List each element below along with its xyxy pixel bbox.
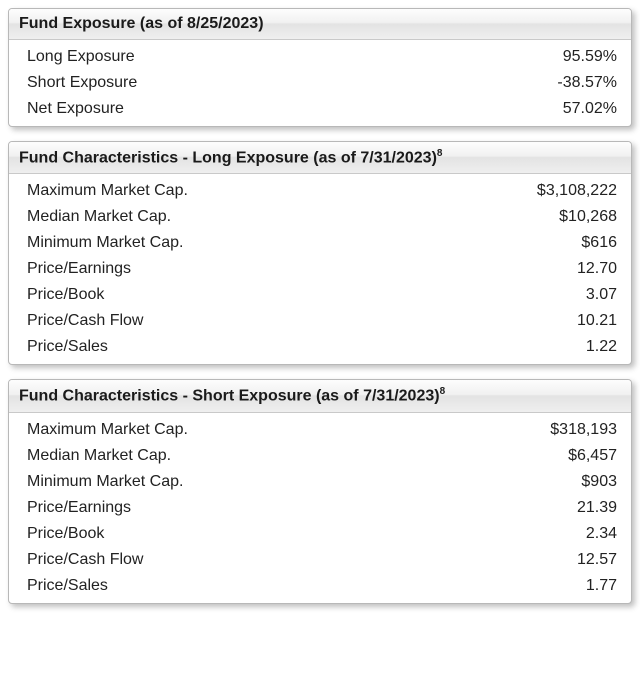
row-value: -38.57% (557, 74, 617, 92)
table-row: Maximum Market Cap.$3,108,222 (9, 178, 631, 204)
row-value: $318,193 (550, 421, 617, 439)
row-value: 1.22 (586, 338, 617, 356)
row-value: 21.39 (577, 499, 617, 517)
row-label: Price/Book (27, 286, 586, 304)
row-label: Short Exposure (27, 74, 557, 92)
row-label: Median Market Cap. (27, 447, 568, 465)
table-row: Long Exposure95.59% (9, 44, 631, 70)
panel-title: Fund Characteristics - Long Exposure (as… (19, 149, 437, 166)
panel-footnote: 8 (440, 386, 446, 397)
table-row: Median Market Cap.$10,268 (9, 204, 631, 230)
panel-header: Fund Characteristics - Short Exposure (a… (9, 380, 631, 412)
table-row: Net Exposure57.02% (9, 96, 631, 122)
row-label: Price/Book (27, 525, 586, 543)
row-label: Price/Sales (27, 338, 586, 356)
row-label: Price/Earnings (27, 499, 577, 517)
row-label: Price/Sales (27, 577, 586, 595)
row-value: 12.70 (577, 260, 617, 278)
panel: Fund Exposure (as of 8/25/2023) Long Expo… (8, 8, 632, 127)
table-row: Price/Book2.34 (9, 521, 631, 547)
panel-footnote: 8 (437, 148, 443, 159)
row-label: Minimum Market Cap. (27, 234, 581, 252)
table-row: Price/Sales1.22 (9, 334, 631, 360)
table-row: Price/Sales1.77 (9, 573, 631, 599)
panel-title: Fund Exposure (as of 8/25/2023) (19, 15, 264, 32)
panel-body: Long Exposure95.59%Short Exposure-38.57%… (9, 40, 631, 126)
row-value: $903 (581, 473, 617, 491)
row-label: Net Exposure (27, 100, 563, 118)
row-label: Price/Cash Flow (27, 551, 577, 569)
row-value: $6,457 (568, 447, 617, 465)
row-value: 95.59% (563, 48, 617, 66)
panel-body: Maximum Market Cap.$3,108,222Median Mark… (9, 174, 631, 364)
row-value: 57.02% (563, 100, 617, 118)
row-value: 2.34 (586, 525, 617, 543)
panel-header: Fund Exposure (as of 8/25/2023) (9, 9, 631, 40)
row-value: $616 (581, 234, 617, 252)
row-label: Maximum Market Cap. (27, 182, 537, 200)
table-row: Maximum Market Cap.$318,193 (9, 417, 631, 443)
row-value: 10.21 (577, 312, 617, 330)
table-row: Minimum Market Cap.$616 (9, 230, 631, 256)
table-row: Minimum Market Cap.$903 (9, 469, 631, 495)
table-row: Price/Earnings12.70 (9, 256, 631, 282)
fund-panels-container: Fund Exposure (as of 8/25/2023) Long Expo… (8, 8, 632, 604)
row-value: $3,108,222 (537, 182, 617, 200)
row-label: Long Exposure (27, 48, 563, 66)
row-value: $10,268 (559, 208, 617, 226)
row-value: 1.77 (586, 577, 617, 595)
panel-body: Maximum Market Cap.$318,193Median Market… (9, 413, 631, 603)
row-label: Maximum Market Cap. (27, 421, 550, 439)
row-label: Median Market Cap. (27, 208, 559, 226)
table-row: Price/Cash Flow10.21 (9, 308, 631, 334)
table-row: Price/Cash Flow12.57 (9, 547, 631, 573)
table-row: Short Exposure-38.57% (9, 70, 631, 96)
row-label: Price/Earnings (27, 260, 577, 278)
panel-header: Fund Characteristics - Long Exposure (as… (9, 142, 631, 174)
panel-title: Fund Characteristics - Short Exposure (a… (19, 388, 440, 405)
table-row: Price/Earnings21.39 (9, 495, 631, 521)
row-value: 3.07 (586, 286, 617, 304)
row-label: Price/Cash Flow (27, 312, 577, 330)
panel: Fund Characteristics - Short Exposure (a… (8, 379, 632, 603)
table-row: Median Market Cap.$6,457 (9, 443, 631, 469)
row-label: Minimum Market Cap. (27, 473, 581, 491)
table-row: Price/Book3.07 (9, 282, 631, 308)
panel: Fund Characteristics - Long Exposure (as… (8, 141, 632, 365)
row-value: 12.57 (577, 551, 617, 569)
